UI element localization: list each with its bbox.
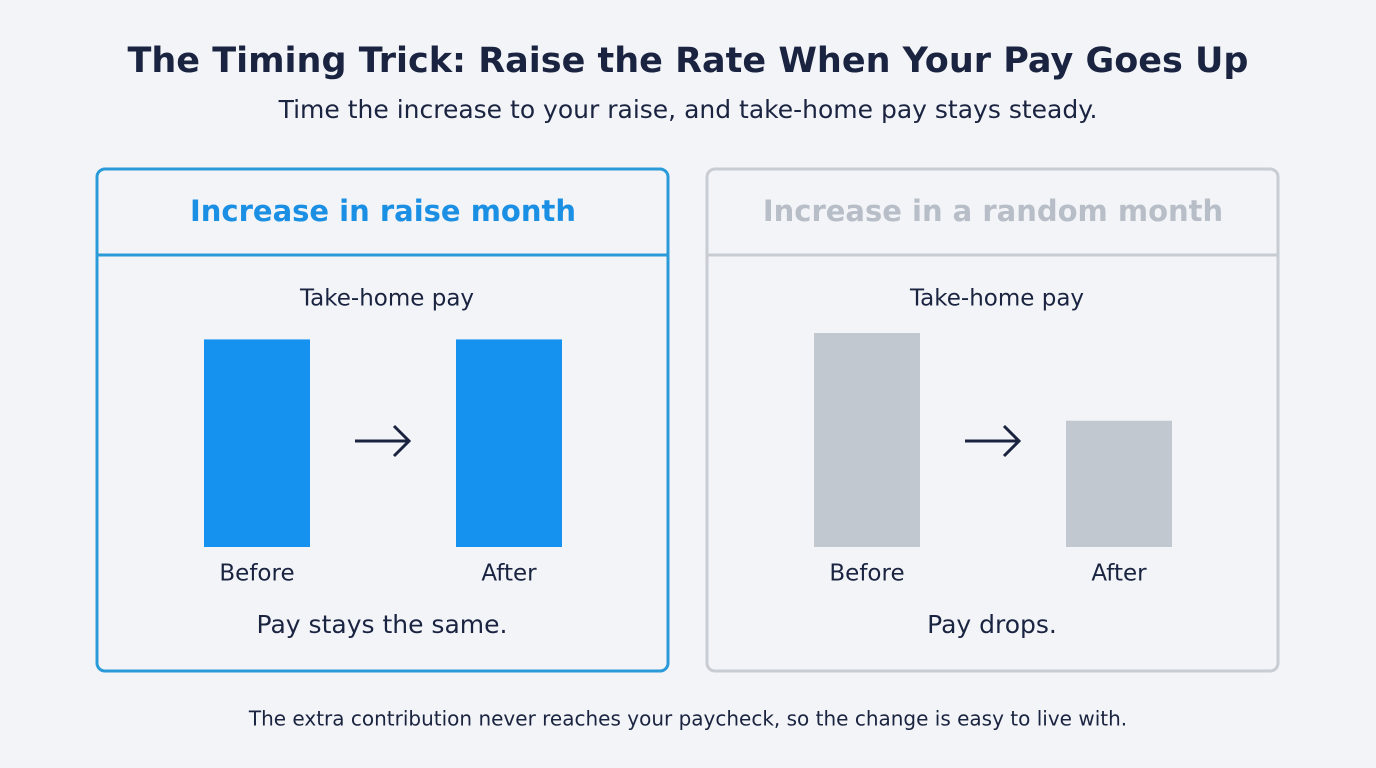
chart-title: Take-home pay	[909, 286, 1084, 312]
bar	[456, 339, 562, 547]
footer: The extra contribution never reaches you…	[248, 707, 1127, 731]
bar	[204, 339, 310, 547]
chart-title: Take-home pay	[299, 286, 474, 312]
panel	[705, 167, 1280, 673]
subtitle: Time the increase to your raise, and tak…	[278, 95, 1098, 124]
panel-caption: Pay stays the same.	[257, 610, 508, 639]
arrow	[355, 424, 1022, 458]
title: The Timing Trick: Raise the Rate When Yo…	[128, 41, 1249, 81]
panel	[95, 167, 670, 673]
bar	[814, 333, 920, 547]
panel-caption: Pay drops.	[927, 610, 1057, 639]
bar	[1066, 420, 1172, 547]
bar-label: Before	[219, 561, 294, 587]
bar-label: After	[481, 561, 537, 587]
bar-label: Before	[829, 561, 904, 587]
panel-heading: Increase in a random month	[763, 194, 1223, 228]
panel-heading: Increase in raise month	[190, 194, 576, 228]
bar-label: After	[1091, 561, 1147, 587]
